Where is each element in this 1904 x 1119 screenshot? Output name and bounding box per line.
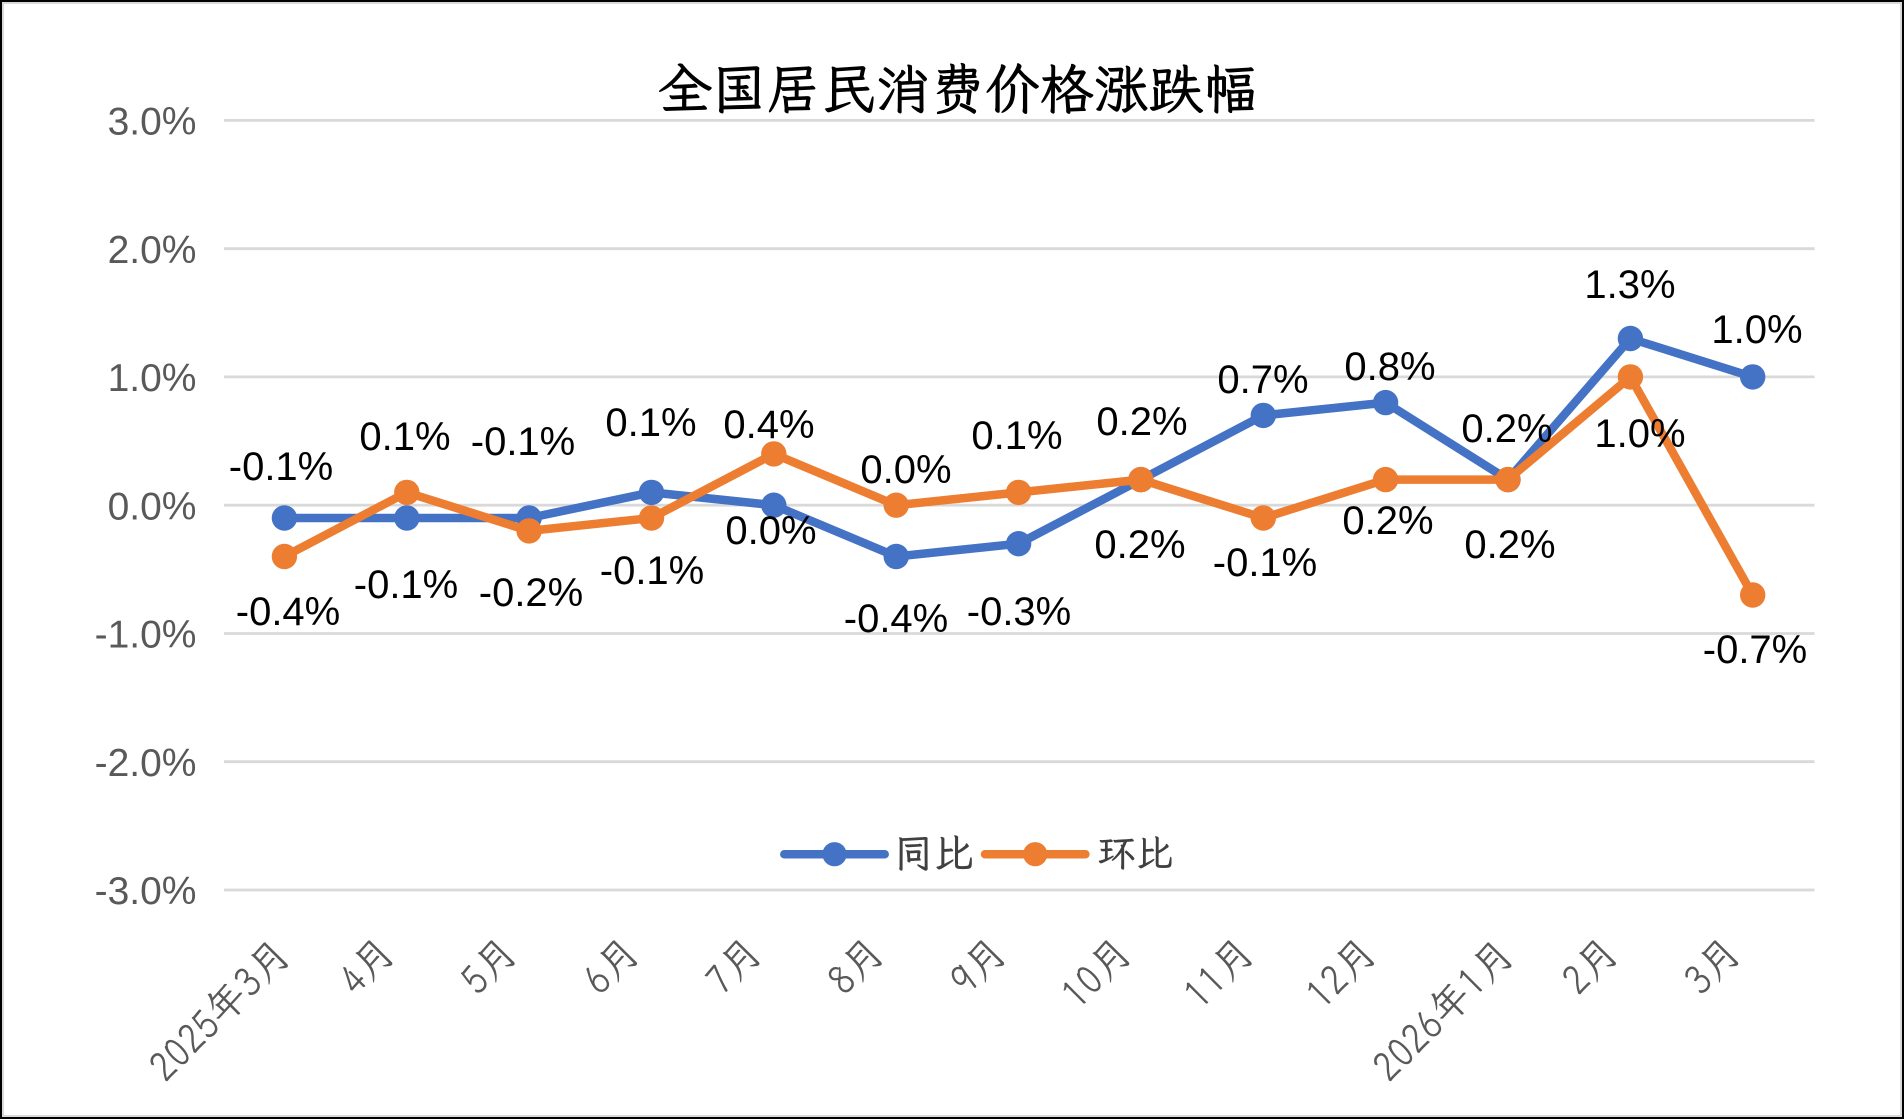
svg-text:-0.7%: -0.7%	[1703, 628, 1808, 672]
svg-text:-0.4%: -0.4%	[236, 590, 341, 634]
svg-text:-0.1%: -0.1%	[1213, 541, 1318, 585]
svg-text:-0.1%: -0.1%	[600, 549, 705, 593]
svg-text:-0.1%: -0.1%	[471, 420, 576, 464]
svg-text:-3.0%: -3.0%	[95, 870, 197, 913]
svg-text:0.2%: 0.2%	[1094, 523, 1185, 567]
svg-text:-0.1%: -0.1%	[229, 445, 334, 489]
svg-text:0.0%: 0.0%	[108, 485, 197, 528]
svg-text:-0.3%: -0.3%	[967, 590, 1072, 634]
svg-text:-1.0%: -1.0%	[95, 614, 197, 657]
svg-text:1.0%: 1.0%	[1594, 412, 1685, 456]
svg-text:-2.0%: -2.0%	[95, 742, 197, 785]
svg-text:0.2%: 0.2%	[1461, 407, 1552, 451]
svg-text:1.3%: 1.3%	[1584, 263, 1675, 307]
svg-text:2.0%: 2.0%	[108, 229, 197, 272]
svg-text:1.0%: 1.0%	[1711, 308, 1802, 352]
svg-text:0.8%: 0.8%	[1344, 345, 1435, 389]
svg-text:0.7%: 0.7%	[1217, 358, 1308, 402]
svg-text:-0.2%: -0.2%	[479, 571, 584, 615]
svg-text:0.1%: 0.1%	[605, 401, 696, 445]
svg-text:0.0%: 0.0%	[725, 509, 816, 553]
svg-text:0.0%: 0.0%	[860, 448, 951, 492]
svg-text:0.4%: 0.4%	[723, 403, 814, 447]
svg-text:3.0%: 3.0%	[108, 101, 197, 144]
svg-text:0.2%: 0.2%	[1464, 523, 1555, 567]
svg-text:1.0%: 1.0%	[108, 357, 197, 400]
svg-text:-0.4%: -0.4%	[844, 597, 949, 641]
svg-text:0.1%: 0.1%	[971, 414, 1062, 458]
svg-text:0.2%: 0.2%	[1342, 499, 1433, 543]
svg-text:-0.1%: -0.1%	[354, 563, 459, 607]
svg-text:0.1%: 0.1%	[359, 415, 450, 459]
svg-text:0.2%: 0.2%	[1096, 400, 1187, 444]
